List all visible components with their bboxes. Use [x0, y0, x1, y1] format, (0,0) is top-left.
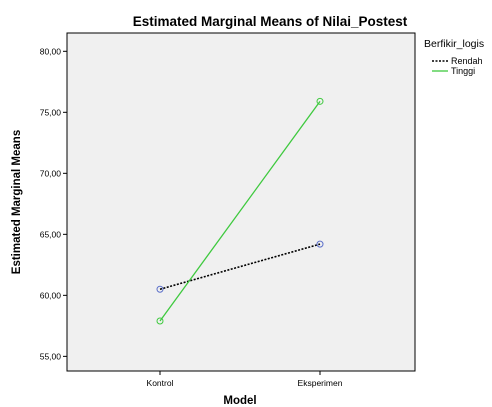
y-tick-label: 65,00 — [40, 229, 62, 239]
y-tick-label: 55,00 — [40, 351, 62, 361]
x-axis: Kontrol Eksperimen — [147, 371, 343, 388]
y-tick-label: 75,00 — [40, 107, 62, 117]
y-axis: 55,00 60,00 65,00 70,00 75,00 80,00 — [40, 46, 67, 361]
legend-title: Berfikir_logis — [424, 38, 484, 50]
x-tick-label: Eksperimen — [298, 378, 343, 388]
series-line-tinggi — [159, 100, 321, 322]
y-axis-title: Estimated Marginal Means — [11, 130, 23, 274]
data-point-rendah — [316, 240, 324, 248]
data-point-rendah — [156, 285, 164, 293]
data-point-tinggi — [316, 97, 324, 105]
plot-area — [66, 32, 416, 372]
y-tick-label: 70,00 — [40, 168, 62, 178]
x-tick-label: Kontrol — [147, 378, 174, 388]
legend-label-rendah: Rendah — [451, 56, 483, 66]
data-point-tinggi — [156, 317, 164, 325]
x-axis-title: Model — [223, 395, 256, 407]
y-tick-label: 60,00 — [40, 290, 62, 300]
y-tick-label: 80,00 — [40, 46, 62, 56]
series-group — [156, 97, 324, 325]
chart-title: Estimated Marginal Means of Nilai_Postes… — [133, 14, 408, 29]
legend-label-tinggi: Tinggi — [451, 66, 475, 76]
